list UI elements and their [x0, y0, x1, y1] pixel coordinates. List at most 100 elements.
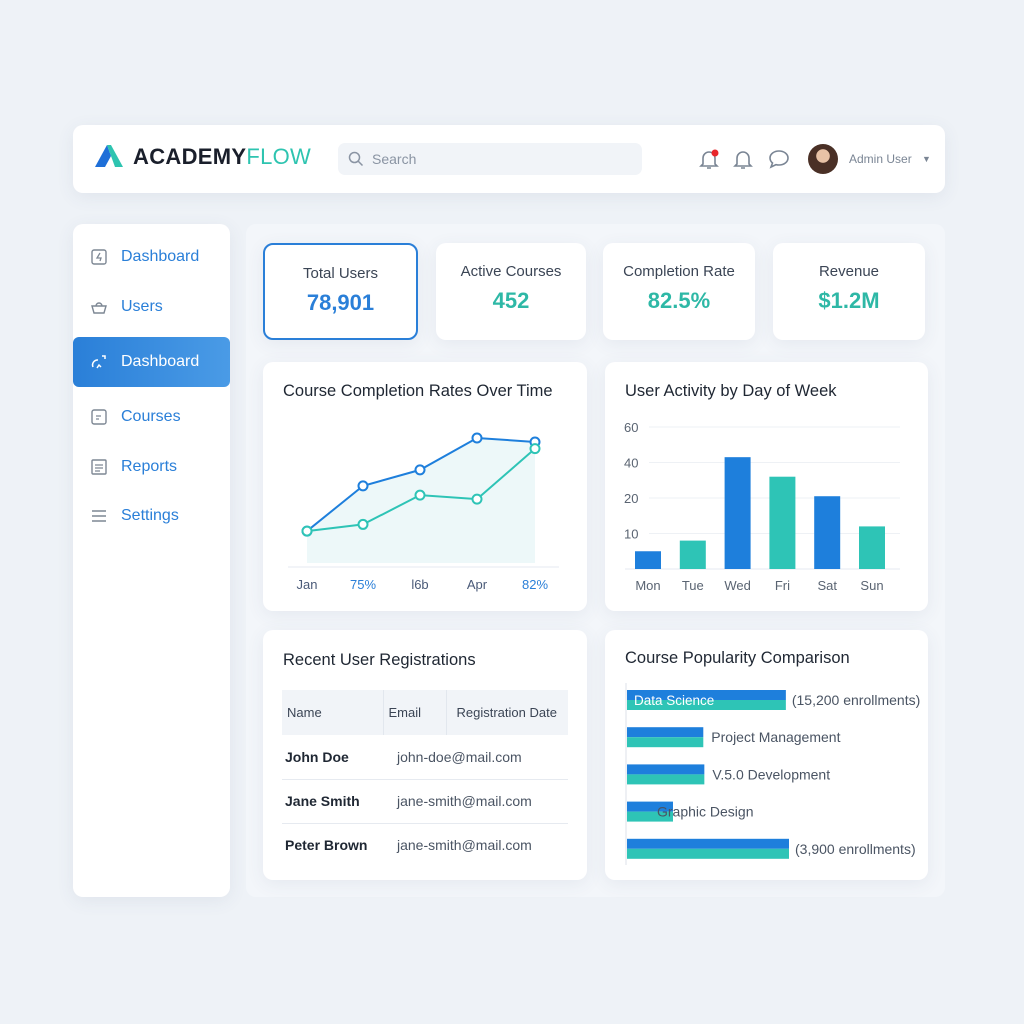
sidebar-item-settings[interactable]: Settings	[73, 491, 230, 541]
list-icon	[92, 510, 106, 522]
table-title: Recent User Registrations	[283, 651, 476, 669]
sidebar-item-label: Dashboard	[121, 353, 200, 370]
bar-top	[627, 764, 705, 775]
search-placeholder: Search	[372, 151, 417, 167]
cell-email: john-doe@mail.com	[383, 735, 568, 780]
kpi-label: Total Users	[302, 265, 379, 282]
y-tick-label: 40	[624, 456, 638, 471]
sidebar-item-reports[interactable]: Reports	[73, 442, 230, 492]
x-tick-label: Jan	[297, 577, 318, 592]
bar-top	[627, 801, 673, 812]
chart-title: Course Popularity Comparison	[625, 649, 850, 667]
avatar[interactable]	[808, 144, 838, 174]
sidebar-item-label: Reports	[121, 458, 178, 475]
table-row[interactable]: Peter Brown jane-smith@mail.com	[282, 823, 568, 867]
sidebar: Dashboard Users Dashboard Courses Report…	[73, 224, 230, 897]
user-name[interactable]: Admin User	[849, 152, 912, 166]
chart-title: Course Completion Rates Over Time	[283, 382, 553, 400]
bar-value-label: (3,900 enrollments)	[795, 841, 916, 857]
data-point	[414, 489, 426, 501]
bar-label: V.5.0 Development	[712, 766, 830, 782]
y-tick-label: 20	[624, 491, 638, 506]
x-tick-label: Fri	[775, 578, 790, 593]
x-tick-label: 75%	[350, 577, 376, 592]
bar-bottom	[627, 700, 786, 710]
x-tick-label: Wed	[724, 578, 751, 593]
bell-icon[interactable]	[731, 147, 755, 171]
cell-name: Jane Smith	[282, 779, 383, 824]
bar-chart: 10 20 40 60 Mon Tue Wed Fri Sat Sun	[624, 420, 900, 593]
sidebar-item-label: Users	[121, 298, 163, 315]
cell-email: jane-smith@mail.com	[383, 779, 568, 824]
x-tick-label: Tue	[682, 578, 704, 593]
bar-sat	[814, 496, 841, 569]
kpi-active-courses[interactable]: Active Courses 452	[436, 243, 586, 340]
data-point	[471, 493, 483, 505]
kpi-label: Completion Rate	[623, 263, 735, 280]
bar-wed	[724, 457, 751, 569]
bar-top	[627, 727, 704, 738]
sidebar-item-label: Dashboard	[121, 248, 200, 265]
column-header[interactable]: Email	[383, 690, 447, 735]
report-icon	[91, 459, 107, 475]
bar-bottom	[627, 848, 789, 859]
sidebar-item-courses[interactable]: Courses	[73, 392, 230, 442]
bar-mon	[635, 551, 661, 569]
x-tick-label: Apr	[467, 577, 488, 592]
horizontal-bar-chart: Data Science (15,200 enrollments) Project …	[625, 683, 920, 865]
bar-top	[627, 838, 789, 849]
data-point	[357, 518, 369, 530]
kpi-completion-rate[interactable]: Completion Rate 82.5%	[603, 243, 755, 340]
calendar-icon	[91, 249, 107, 265]
brand-name-part1: ACADEMY	[133, 144, 247, 169]
bar-bottom	[627, 774, 705, 785]
line-chart: Jan 75% l6b Apr 82%	[288, 432, 559, 592]
cell-name: John Doe	[282, 735, 383, 780]
logo-icon	[95, 145, 123, 167]
line-chart-card: Course Completion Rates Over Time Jan 75%…	[263, 362, 587, 611]
sidebar-item-label: Courses	[121, 408, 181, 425]
chat-icon[interactable]	[767, 147, 791, 171]
x-tick-label: Mon	[635, 578, 660, 593]
bar-bottom	[627, 737, 704, 748]
chevron-down-icon[interactable]: ▼	[922, 154, 931, 164]
kpi-total-users[interactable]: Total Users 78,901	[263, 243, 418, 340]
bar-label: Graphic Design	[657, 804, 754, 820]
course-icon	[91, 409, 107, 425]
data-point	[529, 443, 541, 455]
column-header[interactable]: Registration Date	[446, 690, 568, 735]
bar-top	[627, 690, 786, 700]
data-point	[301, 525, 313, 537]
sidebar-item-users[interactable]: Users	[73, 282, 230, 332]
basket-icon	[91, 302, 107, 314]
search-icon	[348, 151, 364, 167]
kpi-value: $1.2M	[818, 288, 880, 313]
sidebar-item-label: Settings	[121, 507, 179, 524]
bar-value-label: (15,200 enrollments)	[792, 692, 920, 708]
analytics-icon	[91, 355, 106, 369]
table-row[interactable]: Jane Smith jane-smith@mail.com	[282, 779, 568, 824]
search-input[interactable]: Search	[338, 143, 642, 175]
x-tick-label: Sat	[817, 578, 837, 593]
x-tick-label: 82%	[522, 577, 548, 592]
brand-logo[interactable]: ACADEMYFLOW	[93, 143, 311, 171]
brand-name-part2: FLOW	[246, 144, 312, 169]
data-point	[357, 480, 369, 492]
chart-title: User Activity by Day of Week	[625, 382, 837, 400]
top-header: ACADEMYFLOW Search Admin User ▼	[73, 125, 945, 193]
x-tick-label: l6b	[411, 577, 428, 592]
kpi-value: 78,901	[306, 290, 375, 315]
kpi-revenue[interactable]: Revenue $1.2M	[773, 243, 925, 340]
bar-tue	[679, 540, 706, 569]
bar-bottom	[627, 811, 673, 822]
sidebar-item-dashboard[interactable]: Dashboard	[73, 232, 230, 282]
y-tick-label: 60	[624, 420, 638, 435]
kpi-label: Revenue	[818, 263, 880, 280]
kpi-label: Active Courses	[460, 263, 562, 280]
registrations-card: Recent User Registrations Name Email Regis…	[263, 630, 587, 880]
bell-notification-icon[interactable]	[697, 147, 721, 171]
column-header[interactable]: Name	[282, 690, 384, 735]
sidebar-item-dashboard-active[interactable]: Dashboard	[73, 337, 230, 387]
table-row[interactable]: John Doe john-doe@mail.com	[282, 735, 568, 780]
bar-fri	[769, 476, 796, 569]
